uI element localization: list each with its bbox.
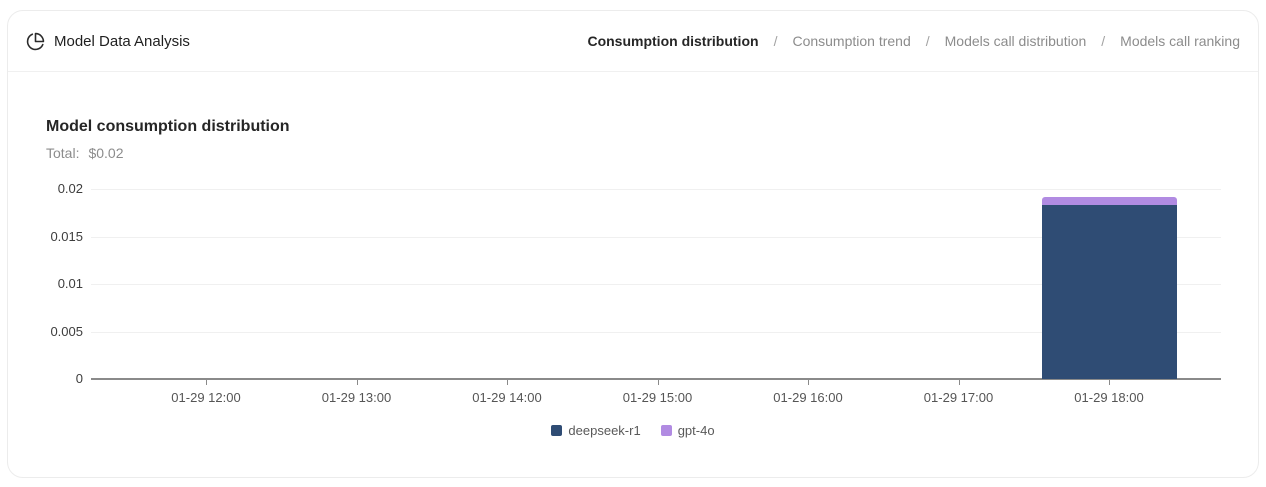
y-axis-label: 0.005 [50,323,83,339]
x-axis-label: 01-29 18:00 [1074,390,1144,405]
tab-separator: / [925,33,930,49]
legend-label: deepseek-r1 [568,423,641,438]
chart-total: Total: $0.02 [46,145,124,161]
gridline [91,189,1221,190]
legend-swatch-icon [551,425,563,436]
gridline [91,331,1221,333]
chart-title: Model consumption distribution [46,118,290,135]
legend-item-deepseek-r1[interactable]: deepseek-r1 [551,423,641,438]
chart-legend: deepseek-r1 gpt-4o [8,424,1258,437]
tab-models-call-ranking[interactable]: Models call ranking [1120,33,1240,49]
tab-consumption-trend[interactable]: Consumption trend [792,33,911,49]
x-axis-tick [1109,380,1110,385]
chart-plot-area: 0 0.005 0.01 0.015 0.02 01-29 12:00 01-29 13:0… [50,182,1221,405]
gridline [91,236,1221,238]
y-axis-label: 0 [75,371,83,386]
x-axis-label: 01-29 15:00 [622,390,693,405]
legend-label: gpt-4o [677,423,715,438]
page-title: Model Data Analysis [54,32,190,50]
x-axis-tick [206,380,207,385]
pie-chart-icon [26,32,45,50]
model-data-analysis-card: Model Data Analysis Consumption distribu… [7,10,1259,478]
card-header: Model Data Analysis Consumption distribu… [8,11,1258,72]
tab-separator: / [1101,33,1106,49]
x-axis-tick [657,380,659,385]
x-axis-label: 01-29 13:00 [321,390,392,405]
x-axis-tick [958,380,960,385]
x-axis-label: 01-29 12:00 [171,390,241,405]
x-axis-tick [808,380,809,385]
bar-segment-deepseek-r1[interactable] [1041,205,1177,379]
y-axis-label: 0.015 [50,228,83,244]
tab-consumption-distribution[interactable]: Consumption distribution [587,33,759,49]
x-axis-tick [356,380,358,385]
header-left: Model Data Analysis [26,32,190,51]
legend-swatch-icon [660,425,672,436]
tab-bar: Consumption distribution / Consumption tre… [587,33,1240,49]
tab-models-call-distribution[interactable]: Models call distribution [944,33,1087,49]
x-axis-line [91,378,1221,380]
x-axis-label: 01-29 16:00 [773,390,843,405]
x-axis-label: 01-29 14:00 [472,390,542,405]
gridline [91,284,1221,285]
total-value: $0.02 [88,145,124,161]
x-axis-label: 01-29 17:00 [923,390,994,405]
bar-segment-gpt-4o[interactable] [1041,196,1177,206]
total-label: Total: [46,145,80,161]
y-axis-label: 0.01 [57,276,83,291]
x-axis-tick [507,380,508,385]
legend-item-gpt-4o[interactable]: gpt-4o [660,423,715,438]
tab-separator: / [773,33,778,49]
y-axis-label: 0.02 [57,181,83,196]
